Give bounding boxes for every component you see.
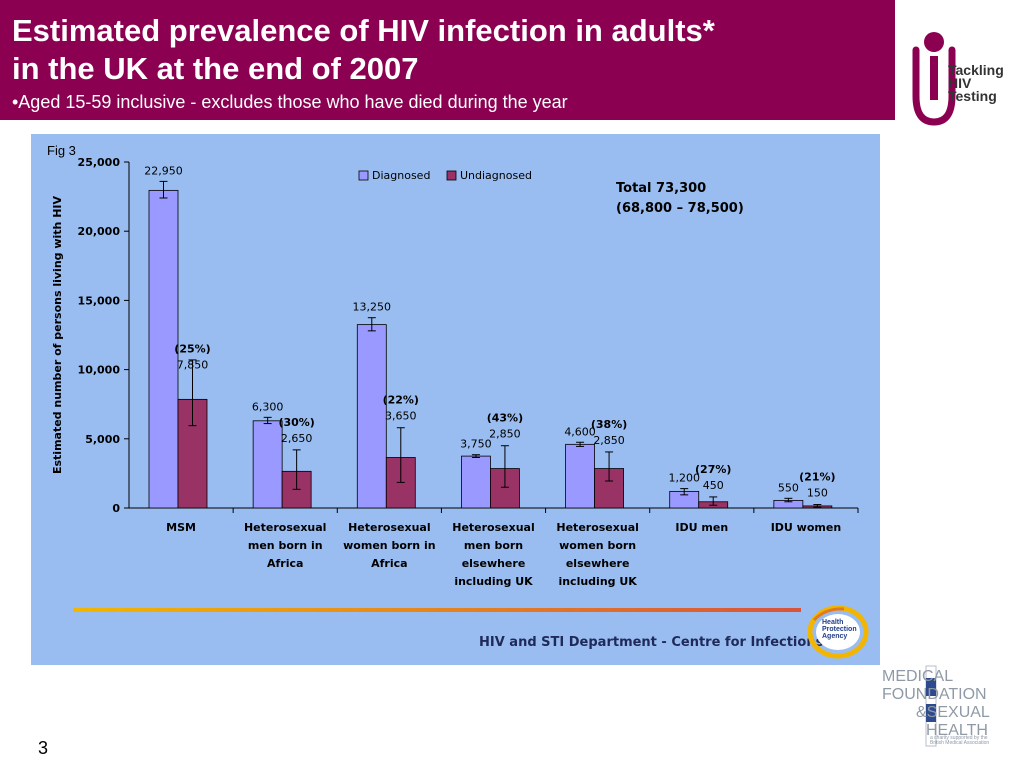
page-number: 3: [38, 738, 49, 758]
data-label: 13,250: [353, 301, 392, 314]
bar-chart: 0 5,000 10,000 15,000 20,000 25,000 Estimated …: [51, 156, 859, 612]
hpa-logo-line: Protection: [822, 626, 857, 633]
category-label: Africa: [371, 557, 407, 570]
footer-divider-line: [73, 608, 801, 612]
y-tick-label: 5,000: [85, 433, 120, 446]
category-label: Heterosexual: [244, 521, 327, 534]
bar-diagnosed: [461, 455, 491, 509]
category-label: IDU women: [771, 521, 841, 534]
hpa-logo-icon: [807, 605, 869, 659]
data-label: 450: [703, 479, 724, 492]
title-banner: Estimated prevalence of HIV infection in…: [0, 0, 895, 120]
department-credit: HIV and STI Department - Centre for Infe…: [479, 635, 824, 650]
logo-text-line: Tackling: [948, 62, 1004, 78]
y-tick-label: 25,000: [78, 156, 121, 169]
bar-diagnosed: [252, 420, 283, 509]
data-label: 550: [778, 481, 799, 494]
y-tick-label: 20,000: [78, 225, 121, 238]
hpa-logo-text: Health Protection Agency: [822, 619, 857, 640]
medical-foundation-logo-mark: [925, 665, 937, 747]
data-label: 6,300: [252, 400, 284, 413]
chart-panel: 0 5,000 10,000 15,000 20,000 25,000 Estimated …: [31, 134, 880, 665]
data-label: 4,600: [564, 425, 596, 438]
legend-swatch: [358, 170, 369, 181]
figure-label: Fig 3: [47, 143, 76, 158]
logo-text-line: Testing: [948, 88, 997, 104]
data-label: 1,200: [668, 472, 700, 485]
person-icon: [912, 32, 956, 126]
page-title-line-1: Estimated prevalence of HIV infection in…: [12, 13, 715, 48]
mf-logo-small-line: British Medical Association: [930, 740, 990, 746]
logo-text: Tackling HIV Testing: [948, 62, 1004, 104]
legend-swatch: [446, 170, 457, 181]
mf-logo-line: FOUNDATION: [882, 686, 987, 703]
y-axis-label: Estimated number of persons living with …: [51, 196, 64, 475]
page-title-line-2: in the UK at the end of 2007: [12, 51, 419, 86]
data-label: 2,850: [489, 428, 521, 441]
mf-logo-small-line: a charity supported by the: [930, 735, 988, 741]
legend-label: Diagnosed: [372, 169, 430, 182]
percent-undiagnosed-label: (38%): [591, 418, 627, 431]
logo-text-line: HIV: [948, 75, 972, 91]
medical-foundation-logo: MEDICAL FOUNDATION &SEXUAL HEALTH a char…: [882, 660, 1002, 750]
category-label: Africa: [267, 557, 303, 570]
bar-diagnosed: [565, 443, 595, 509]
category-label: elsewhere: [462, 557, 526, 570]
percent-undiagnosed-label: (27%): [695, 463, 731, 476]
y-tick-label: 0: [112, 502, 120, 515]
y-tick-label: 10,000: [78, 364, 121, 377]
data-label: 150: [807, 487, 828, 500]
category-label: women born: [559, 539, 636, 552]
tackling-hiv-testing-logo: Tackling HIV Testing: [908, 28, 1018, 128]
category-label: Heterosexual: [556, 521, 639, 534]
data-label: 2,650: [281, 432, 313, 445]
percent-undiagnosed-label: (43%): [487, 412, 523, 425]
category-label: elsewhere: [566, 557, 630, 570]
percent-undiagnosed-label: (22%): [383, 394, 419, 407]
legend-label: Undiagnosed: [460, 169, 532, 182]
data-label: 2,850: [593, 434, 625, 447]
bar-diagnosed: [356, 324, 387, 509]
category-label: women born in: [343, 539, 435, 552]
category-label: men born in: [248, 539, 323, 552]
data-label: 22,950: [144, 164, 183, 177]
data-label: 7,850: [177, 358, 209, 371]
category-label: Heterosexual: [452, 521, 535, 534]
category-label: including UK: [454, 575, 533, 588]
bar-diagnosed: [148, 189, 179, 509]
total-annotation: (68,800 – 78,500): [616, 201, 744, 216]
mf-logo-small-text: a charity supported by the British Medic…: [930, 736, 989, 746]
y-tick-label: 15,000: [78, 294, 121, 307]
percent-undiagnosed-label: (21%): [799, 471, 835, 484]
category-label: Heterosexual: [348, 521, 431, 534]
category-label: MSM: [166, 521, 196, 534]
data-label: 3,750: [460, 438, 492, 451]
bar-undiagnosed: [490, 468, 520, 509]
percent-undiagnosed-label: (25%): [174, 342, 210, 355]
category-label: including UK: [558, 575, 637, 588]
health-protection-agency-logo: Health Protection Agency: [806, 604, 874, 660]
category-label: IDU men: [675, 521, 728, 534]
total-annotation: Total 73,300: [616, 181, 706, 196]
data-label: 3,650: [385, 410, 417, 423]
hpa-logo-line: Health: [822, 619, 844, 626]
mf-logo-line: HEALTH: [926, 722, 988, 739]
percent-undiagnosed-label: (30%): [278, 416, 314, 429]
hpa-logo-line: Agency: [822, 633, 848, 640]
page-subtitle: •Aged 15-59 inclusive - excludes those w…: [12, 92, 568, 112]
mf-logo-line: MEDICAL: [882, 668, 954, 685]
category-label: men born: [464, 539, 523, 552]
mf-logo-line: &SEXUAL: [916, 704, 990, 721]
